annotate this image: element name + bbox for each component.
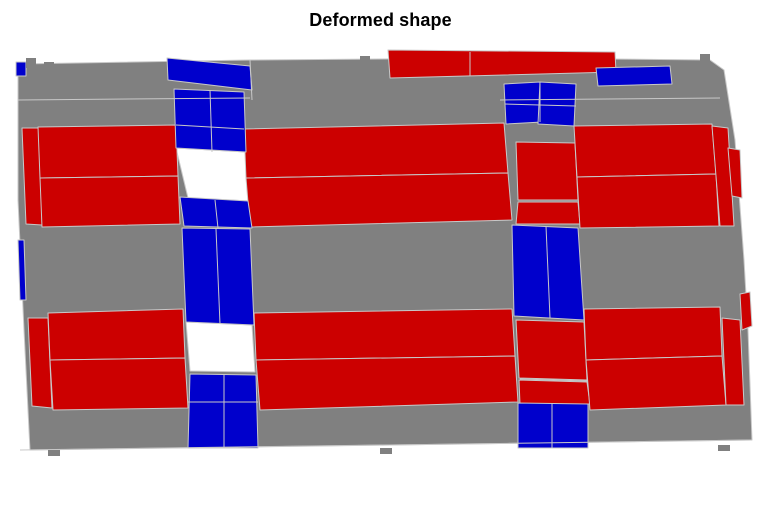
- blue-element-lower-right-column: [517, 402, 589, 449]
- red-element-lower-row2-col2: [255, 355, 519, 411]
- opening-upper: [175, 147, 251, 202]
- support-nub: [48, 450, 60, 456]
- mesh-line: [519, 378, 589, 382]
- mesh-line: [175, 124, 245, 130]
- mesh-line: [17, 97, 251, 101]
- mesh-layer: [15, 49, 753, 456]
- red-element-upper-right-tip: [727, 147, 743, 199]
- opening-lower: [185, 321, 256, 373]
- red-element-lower-right-edge: [721, 317, 745, 406]
- blue-element-upper-right-b: [537, 81, 577, 127]
- mesh-line: [209, 89, 213, 153]
- mesh-line: [499, 97, 721, 101]
- red-element-upper-row1-col1: [37, 124, 179, 179]
- red-element-lower-left-edge: [27, 317, 53, 409]
- mesh-line: [19, 439, 753, 451]
- red-element-lower-row2-col1: [49, 357, 189, 411]
- red-element-upper-core-low: [515, 201, 581, 225]
- figure-title: Deformed shape: [309, 10, 452, 30]
- red-element-lower-row1-col2: [253, 308, 516, 361]
- blue-element-top-right-cluster: [595, 65, 673, 87]
- red-element-lower-row2-col3: [585, 355, 727, 411]
- red-element-upper-row2-col2: [245, 172, 513, 228]
- red-element-lower-row1-col1: [47, 308, 186, 361]
- blue-element-top-left-tip: [15, 61, 27, 77]
- top-nub: [360, 56, 370, 66]
- blue-element-upper-left-top: [173, 88, 247, 153]
- red-element-upper-row2-col1: [39, 175, 181, 228]
- mesh-line: [215, 228, 221, 325]
- top-nub: [44, 62, 54, 72]
- red-element-upper-row1-col2: [243, 122, 509, 179]
- blue-element-lower-left-column: [187, 373, 259, 449]
- blue-element-upper-right-a: [503, 81, 543, 125]
- red-element-upper-row1-col3: [573, 123, 717, 178]
- red-element-lower-core: [515, 319, 588, 381]
- red-element-upper-row2-col3: [576, 173, 720, 229]
- top-nub: [26, 58, 36, 68]
- red-element-lower-core-low: [518, 379, 591, 405]
- mesh-line: [214, 199, 219, 229]
- support-nub: [380, 448, 392, 454]
- red-element-lower-right-tip: [739, 291, 753, 331]
- red-element-upper-core: [515, 141, 579, 201]
- blue-element-left-edge: [17, 239, 27, 301]
- top-nub: [700, 54, 710, 64]
- red-element-lower-row1-col3: [583, 306, 723, 361]
- mesh-line: [545, 225, 551, 319]
- support-nub: [718, 445, 730, 451]
- mesh-line: [249, 59, 253, 101]
